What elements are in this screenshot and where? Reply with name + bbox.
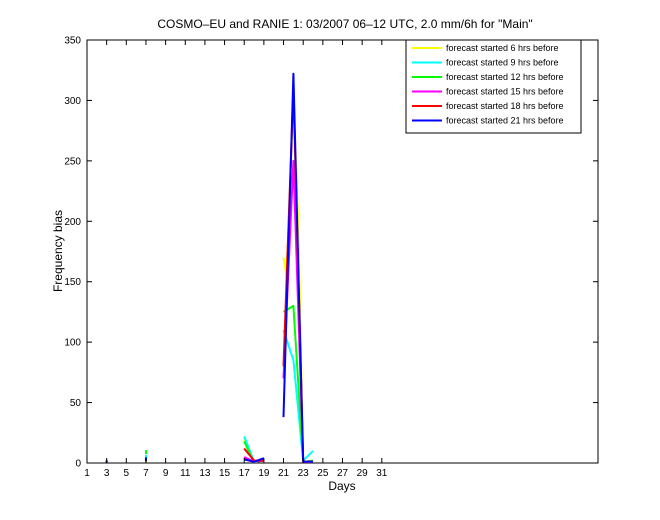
legend-box — [405, 39, 582, 134]
legend: forecast started 6 hrs before forecast st… — [405, 39, 582, 134]
y-tick-label: 100 — [64, 338, 81, 349]
x-tick-label: 1 — [84, 468, 90, 479]
x-tick-label: 31 — [376, 468, 388, 479]
x-axis-label: Days — [328, 479, 355, 493]
x-tick-label: 23 — [298, 468, 310, 479]
legend-label: forecast started 18 hrs before — [446, 101, 564, 111]
legend-label: forecast started 6 hrs before — [446, 43, 559, 53]
y-tick-label: 50 — [70, 398, 82, 409]
y-tick-label: 200 — [64, 217, 81, 228]
legend-label: forecast started 15 hrs before — [446, 87, 564, 97]
series-5-line — [243, 447, 264, 462]
series-2-line — [282, 329, 314, 462]
x-tick-label: 13 — [199, 468, 211, 479]
x-tick-label: 25 — [317, 468, 329, 479]
y-axis: 0 50 100 150 200 250 300 350 — [64, 36, 598, 470]
legend-label: forecast started 21 hrs before — [446, 116, 564, 126]
x-tick-label: 3 — [104, 468, 110, 479]
x-tick-label: 7 — [143, 468, 149, 479]
series-6-line — [282, 72, 313, 463]
series-layer — [105, 72, 314, 463]
chart-title: COSMO–EU and RANIE 1: 03/2007 06–12 UTC,… — [157, 17, 532, 31]
x-tick-label: 21 — [278, 468, 290, 479]
y-tick-label: 350 — [64, 36, 81, 47]
y-tick-label: 250 — [64, 156, 81, 167]
x-tick-label: 27 — [337, 468, 349, 479]
x-tick-label: 9 — [163, 468, 169, 479]
x-tick-label: 5 — [124, 468, 130, 479]
x-tick-label: 15 — [219, 468, 231, 479]
y-tick-label: 300 — [64, 96, 81, 107]
x-tick-label: 29 — [357, 468, 369, 479]
x-tick-label: 17 — [239, 468, 251, 479]
x-axis: 1 3 5 7 9 11 13 15 17 19 21 23 25 27 29 31 — [84, 40, 388, 479]
legend-label: forecast started 9 hrs before — [446, 58, 559, 68]
legend-label: forecast started 12 hrs before — [446, 72, 564, 82]
x-tick-label: 11 — [180, 468, 191, 479]
y-tick-label: 0 — [75, 459, 81, 470]
x-tick-label: 19 — [258, 468, 270, 479]
y-tick-label: 150 — [64, 277, 81, 288]
series-6-line — [243, 457, 265, 463]
y-axis-label: Frequency bias — [51, 210, 65, 292]
